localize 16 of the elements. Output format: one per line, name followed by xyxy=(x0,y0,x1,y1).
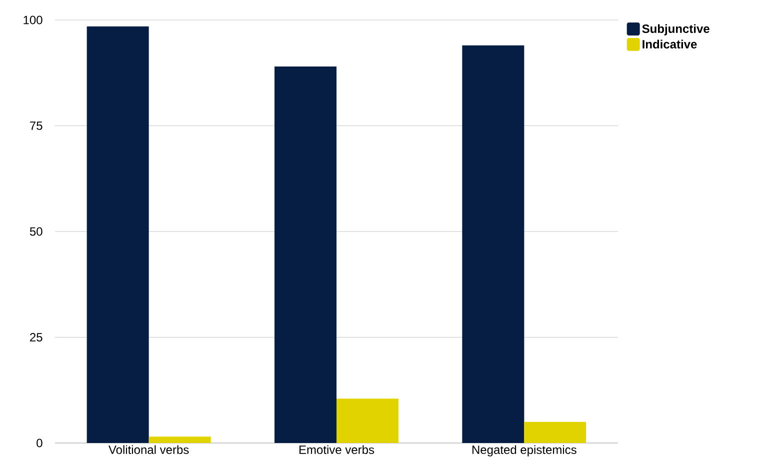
y-tick-label: 100 xyxy=(24,16,42,24)
bar xyxy=(86,26,149,443)
legend-label: Indicative xyxy=(642,40,697,48)
x-tick-label: Negated epistemics xyxy=(472,445,576,456)
y-tick-label: 50 xyxy=(30,227,42,236)
legend-label: Subjunctive xyxy=(642,24,710,36)
y-tick-label: 25 xyxy=(30,333,42,342)
bar xyxy=(462,45,524,443)
bar xyxy=(148,436,211,443)
bar xyxy=(274,66,337,443)
bar xyxy=(524,422,586,443)
bar xyxy=(336,398,399,443)
x-tick-label: Emotive verbs xyxy=(299,445,374,454)
y-tick-label: 75 xyxy=(30,122,42,130)
x-tick-label: Volitional verbs xyxy=(108,445,189,454)
y-tick-label: 0 xyxy=(36,438,42,448)
